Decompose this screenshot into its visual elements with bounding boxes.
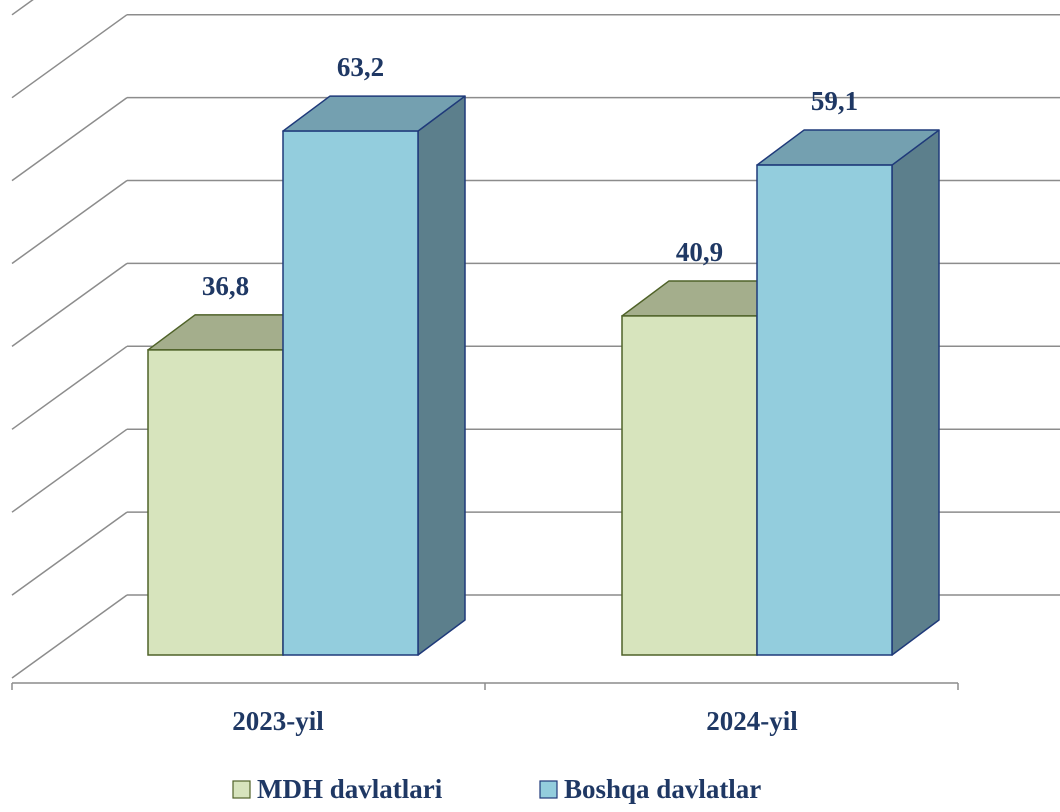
gridline-side <box>11 96 128 182</box>
bar-side <box>891 129 940 656</box>
legend-swatch <box>539 780 558 799</box>
x-tick-label: 2024-yil <box>706 706 798 736</box>
data-label: 40,9 <box>676 237 723 267</box>
legend-label: Boshqa davlatlar <box>564 774 761 804</box>
gridline-side <box>11 0 34 16</box>
bar-side <box>417 95 466 656</box>
gridline-side <box>11 179 128 265</box>
bar <box>147 349 284 656</box>
data-label: 36,8 <box>202 271 249 301</box>
gridline-side <box>11 511 128 596</box>
bar <box>282 130 419 656</box>
gridline-side <box>11 428 128 513</box>
gridline-side <box>11 262 128 348</box>
legend-swatch <box>232 780 251 799</box>
gridline-side <box>11 14 128 99</box>
bar <box>756 164 893 656</box>
legend-label: MDH davlatlari <box>257 774 443 804</box>
x-tick-label: 2023-yil <box>232 706 324 736</box>
bar <box>621 315 758 656</box>
data-label: 59,1 <box>811 86 858 116</box>
floor-edge <box>11 594 128 679</box>
data-label: 63,2 <box>337 52 384 82</box>
gridline-side <box>11 345 128 430</box>
